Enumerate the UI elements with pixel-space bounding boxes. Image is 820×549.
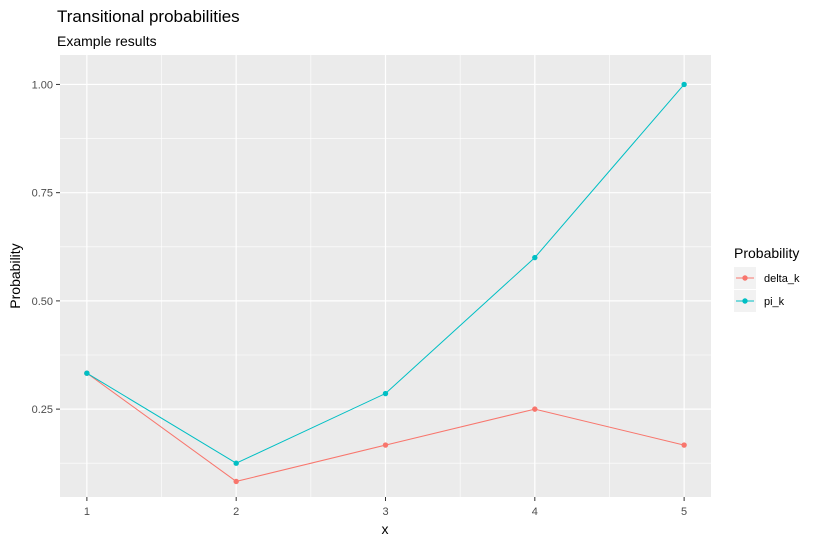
data-point-pi_k (84, 370, 90, 376)
legend-item-pi_k: pi_k (734, 290, 785, 312)
x-tick-label: 5 (681, 506, 687, 518)
data-point-delta_k (532, 406, 538, 412)
legend-label: pi_k (764, 296, 785, 308)
x-tick-label: 4 (532, 506, 538, 518)
x-axis-label: x (382, 521, 389, 537)
legend-key-point (742, 298, 748, 304)
y-tick-label: 0.25 (32, 404, 53, 416)
y-tick-label: 0.50 (32, 296, 53, 308)
data-point-pi_k (532, 254, 538, 261)
data-point-delta_k (681, 442, 687, 448)
legend-item-delta_k: delta_k (734, 267, 800, 289)
chart-subtitle: Example results (57, 33, 157, 49)
series-pi_k (84, 81, 687, 466)
grid-layer (60, 55, 711, 497)
data-point-pi_k (233, 460, 239, 466)
legend-key-point (742, 275, 748, 281)
legend-label: delta_k (764, 273, 800, 285)
chart-title: Transitional probabilities (57, 7, 240, 26)
legend: Probability delta_k pi_k (734, 245, 800, 312)
x-tick-label: 3 (382, 506, 388, 518)
y-tick-label: 0.75 (32, 188, 53, 200)
data-point-pi_k (382, 390, 389, 397)
data-point-delta_k (233, 478, 239, 485)
legend-items: delta_k pi_k (734, 267, 800, 312)
axis-layer: 0.25 0.50 0.75 1.00 1 2 3 4 5 (32, 79, 688, 518)
y-axis-label: Probability (7, 243, 23, 308)
legend-title: Probability (734, 245, 799, 261)
y-tick-label: 1.00 (32, 79, 53, 91)
data-point-delta_k (382, 442, 389, 448)
x-tick-label: 1 (84, 506, 90, 518)
series-layer (84, 81, 687, 485)
data-point-pi_k (681, 81, 687, 88)
x-tick-label: 2 (233, 506, 239, 518)
